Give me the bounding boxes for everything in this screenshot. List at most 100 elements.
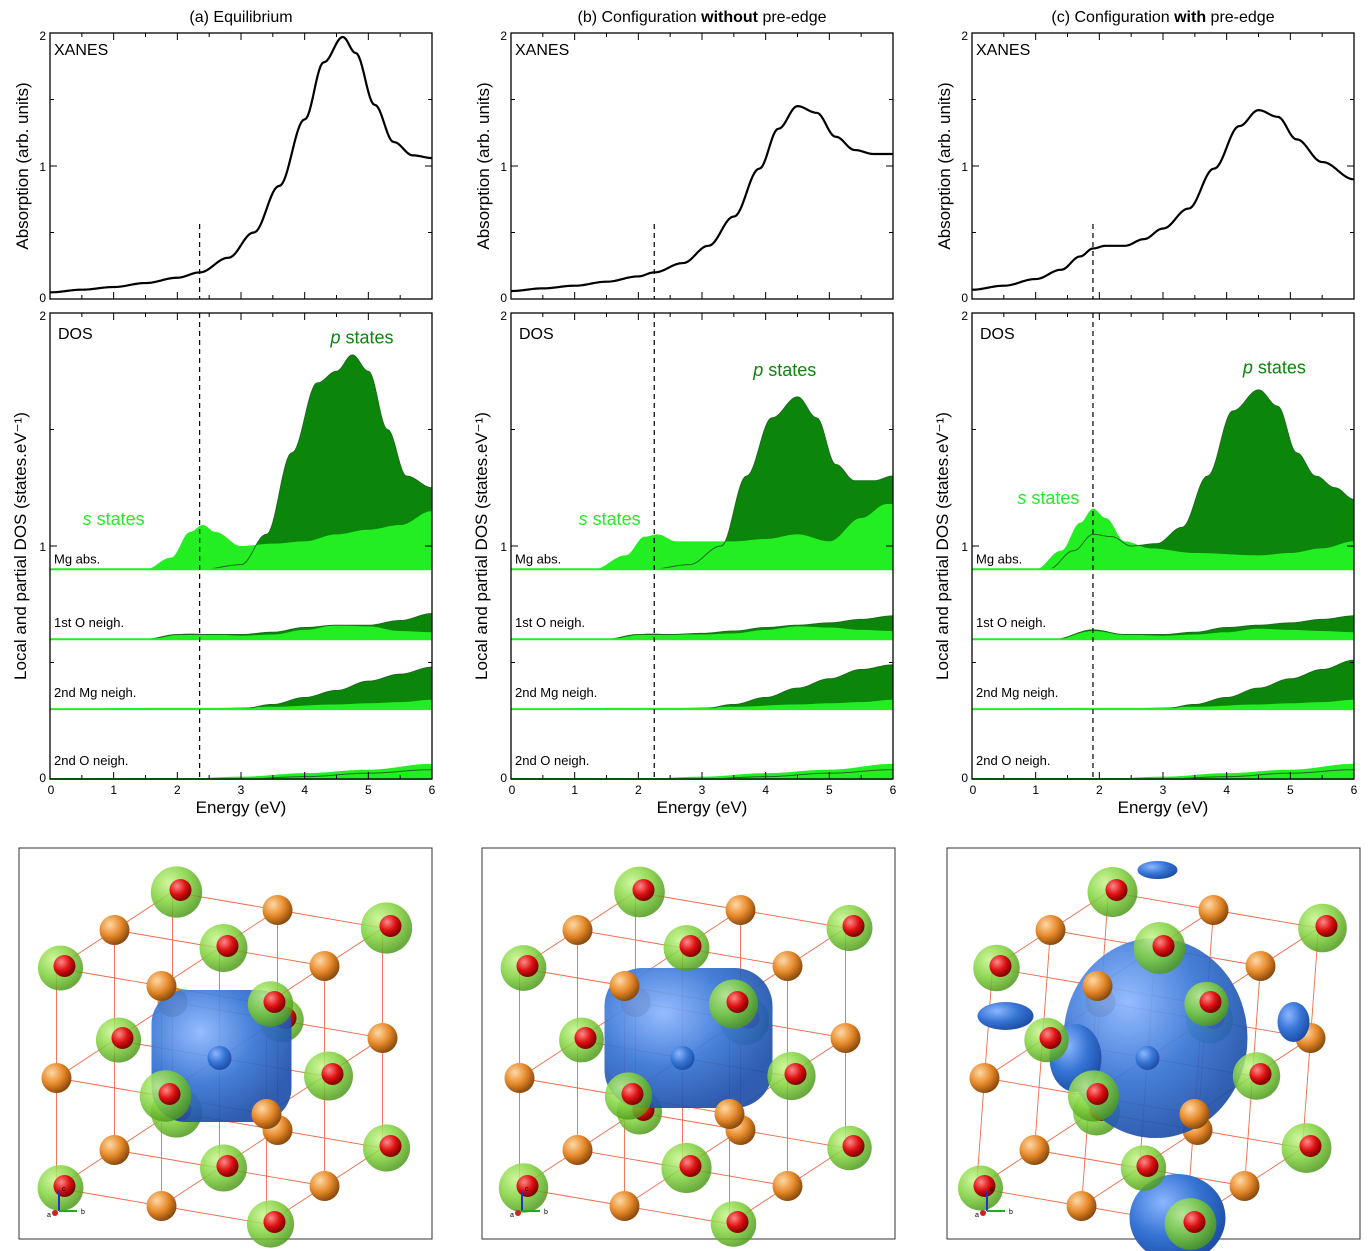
dos-label: DOS: [58, 326, 93, 343]
magnesium-atom: [99, 915, 130, 945]
magnesium-atom: [1082, 971, 1113, 1001]
magnesium-atom: [41, 1063, 72, 1093]
xanes-frame: [49, 32, 433, 300]
panel-title: (a) Equilibrium: [189, 9, 292, 26]
magnesium-atom: [1019, 1135, 1050, 1165]
xanes-label: XANES: [515, 42, 569, 59]
s-states-label-letter: s: [1017, 488, 1026, 508]
dos-group-label: 1st O neigh.: [976, 615, 1046, 630]
p-states-label-rest: states: [763, 360, 816, 380]
magnesium-atom: [772, 951, 803, 981]
oxygen-atom: [621, 1083, 644, 1105]
magnesium-atom: [262, 895, 293, 925]
dos-s-area: [50, 511, 432, 570]
xanes-frame: [510, 32, 894, 300]
dos-xtick-label: 4: [762, 783, 769, 797]
xanes-ylabel: Absorption (arb. units): [474, 82, 493, 249]
dos-ytick-label: 1: [39, 540, 46, 554]
dos-ylabel: Local and partial DOS (states.eV⁻¹): [472, 412, 491, 680]
panel-title-part: without: [700, 9, 759, 26]
triad-a-axis: [980, 1210, 986, 1216]
triad-a-axis: [52, 1210, 58, 1216]
xanes-ytick-label: 2: [39, 29, 46, 43]
panel-title-part: (b) Configuration: [578, 9, 702, 26]
s-states-label-rest: states: [92, 509, 145, 529]
panel-title-part: with: [1173, 9, 1206, 26]
dos-s-area: [511, 626, 893, 640]
dos-xtick-label: 0: [509, 783, 516, 797]
panel-title: (b) Configuration without pre-edge: [578, 9, 827, 26]
xanes-ytick-label: 1: [961, 160, 968, 174]
dos-ytick-label: 0: [961, 771, 968, 785]
dos-xtick-label: 2: [174, 783, 181, 797]
dos-ytick-label: 2: [961, 309, 968, 323]
dos-xlabel: Energy (eV): [196, 798, 287, 817]
oxygen-atom: [679, 935, 702, 957]
dos-s-area: [50, 625, 432, 640]
structure-image-b: c b a: [481, 847, 896, 1247]
s-states-label-rest: states: [588, 509, 641, 529]
dos-group-label: 2nd Mg neigh.: [54, 685, 136, 700]
dos-xtick-label: 4: [301, 783, 308, 797]
dos-group-label: Mg abs.: [515, 551, 561, 566]
magnesium-atom: [251, 1099, 282, 1129]
oxygen-atom: [263, 991, 286, 1013]
magnesium-atom: [969, 1063, 1000, 1093]
dos-label: DOS: [980, 326, 1015, 343]
p-states-label-letter: p: [1242, 358, 1253, 378]
magnesium-atom: [1198, 895, 1229, 925]
blue-isosurface: [977, 1002, 1034, 1030]
blue-isosurface: [1137, 861, 1178, 879]
panel-title-part: (a) Equilibrium: [189, 9, 292, 26]
triad-b-label: b: [544, 1209, 548, 1216]
blue-isosurface: [1277, 1002, 1310, 1042]
oxygen-atom: [1315, 915, 1338, 937]
dos-group-label: 2nd O neigh.: [54, 753, 128, 768]
structure-image-a: c b a: [18, 847, 433, 1248]
oxygen-atom: [1086, 1083, 1109, 1105]
oxygen-atom: [1105, 879, 1128, 901]
xanes-ytick-label: 0: [39, 291, 46, 305]
xanes-ytick-label: 1: [39, 160, 46, 174]
triad-a-label: a: [975, 1212, 979, 1219]
s-states-label-letter: s: [579, 509, 588, 529]
dos-s-area: [972, 699, 1354, 710]
oxygen-atom: [379, 1135, 402, 1157]
magnesium-atom: [1245, 951, 1276, 981]
structure-image-c: c b a: [946, 847, 1361, 1251]
panel-a: (a) Equilibrium 0 1 2 XANES Absorption (arb. …: [11, 9, 436, 817]
dos-ylabel: Local and partial DOS (states.eV⁻¹): [933, 412, 952, 680]
oxygen-atom: [1299, 1135, 1322, 1157]
oxygen-atom: [263, 1211, 286, 1233]
dos-ytick-label: 0: [39, 771, 46, 785]
s-states-label: s states: [1017, 488, 1079, 508]
dos-xtick-label: 5: [365, 783, 372, 797]
magnesium-atom: [146, 1191, 177, 1221]
oxygen-atom: [989, 955, 1012, 977]
xanes-ytick-label: 0: [961, 291, 968, 305]
dos-group-label: 1st O neigh.: [54, 615, 124, 630]
xanes-ytick-label: 0: [500, 291, 507, 305]
dos-xtick-label: 0: [48, 783, 55, 797]
dos-s-area: [972, 628, 1354, 640]
triad-a-label: a: [510, 1212, 514, 1219]
oxygen-atom: [1136, 1155, 1159, 1177]
dos-group-label: 1st O neigh.: [515, 615, 585, 630]
triad-b-label: b: [81, 1209, 85, 1216]
magnesium-atom: [504, 1063, 535, 1093]
p-states-label-letter: p: [752, 360, 763, 380]
center-atom: [207, 1046, 232, 1070]
dos-s-area: [511, 504, 893, 570]
dos-ylabel: Local and partial DOS (states.eV⁻¹): [11, 412, 30, 680]
dos-xtick-label: 1: [571, 783, 578, 797]
magnesium-atom: [609, 1191, 640, 1221]
oxygen-atom: [169, 879, 192, 901]
oxygen-atom: [632, 879, 655, 901]
triad-a-label: a: [47, 1212, 51, 1219]
dos-xtick-label: 0: [970, 783, 977, 797]
magnesium-atom: [725, 895, 756, 925]
oxygen-atom: [379, 915, 402, 937]
dos-xtick-label: 5: [1287, 783, 1294, 797]
dos-group-label: 2nd Mg neigh.: [976, 685, 1058, 700]
